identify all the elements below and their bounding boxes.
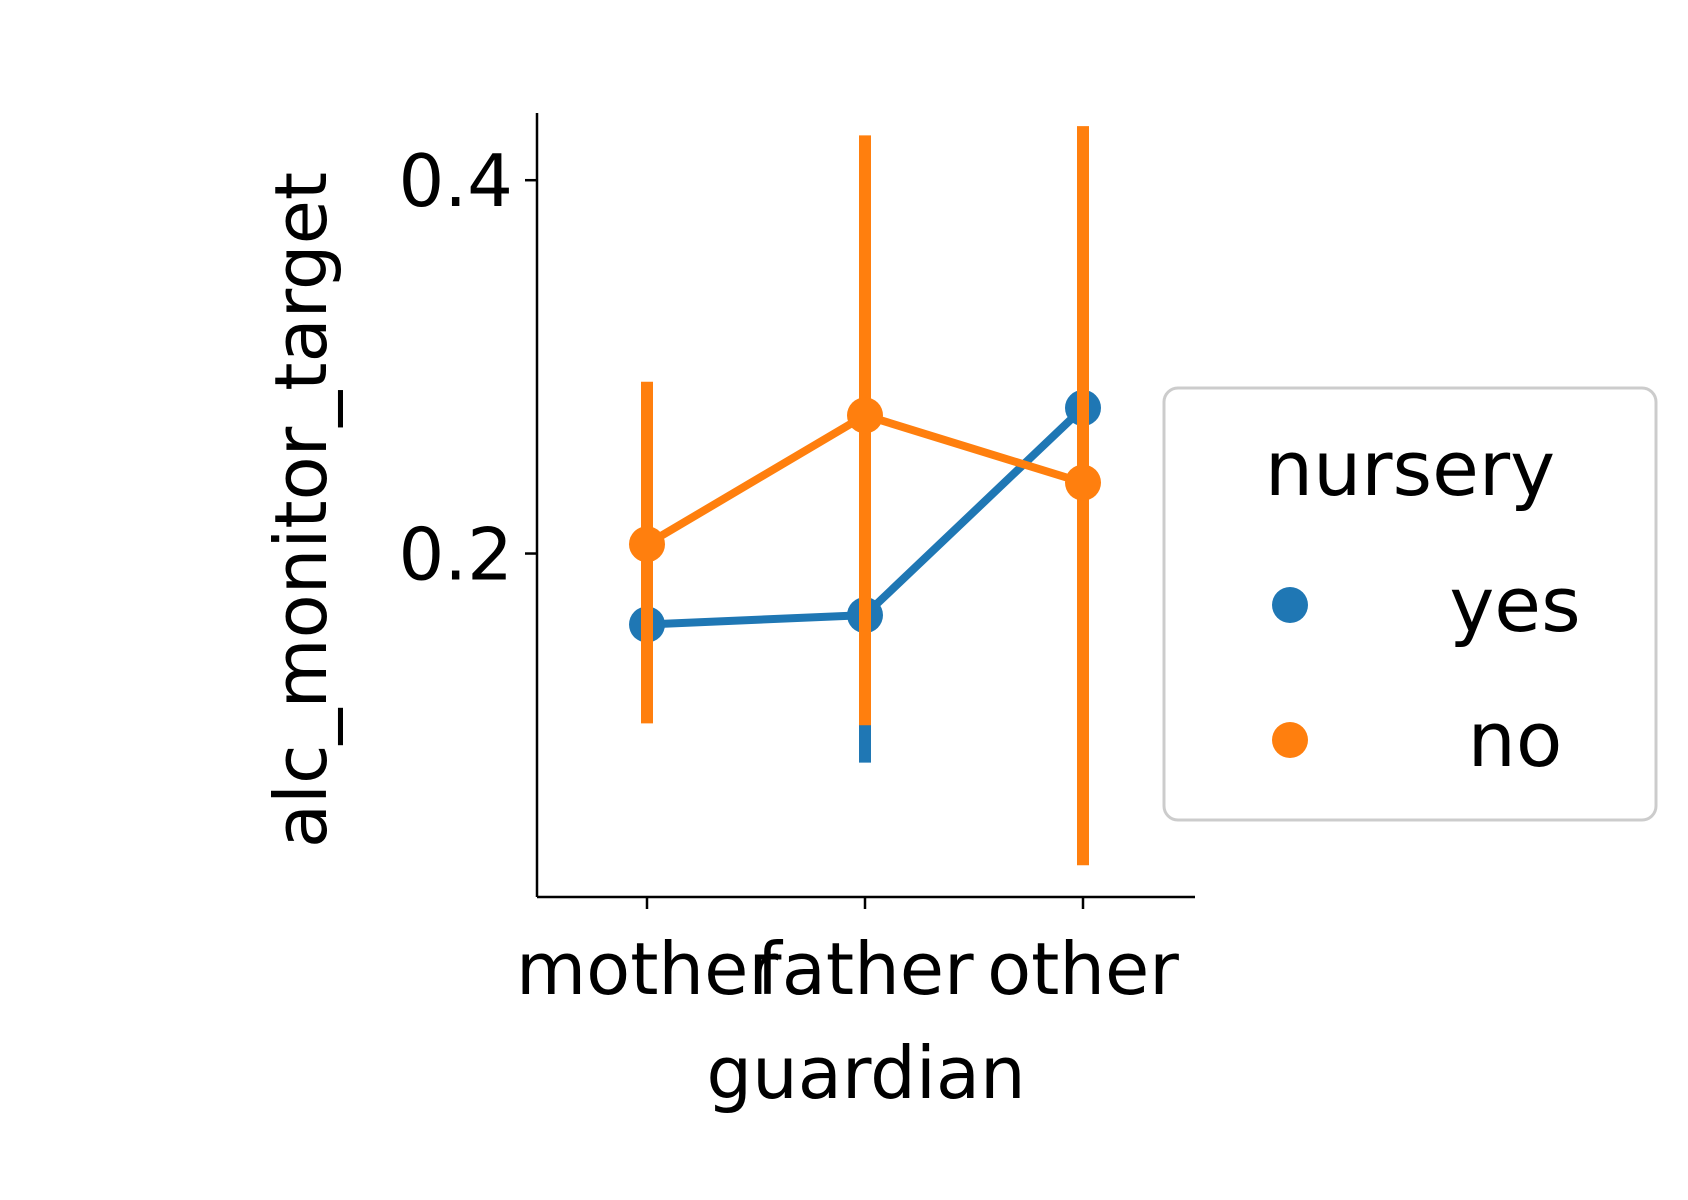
- legend-label: no: [1468, 695, 1563, 784]
- y-tick-label: 0.2: [398, 513, 513, 597]
- x-tick-label-mother: mother: [516, 927, 778, 1011]
- y-axis-label: alc_monitor_target: [259, 172, 343, 848]
- legend-title: nursery: [1265, 424, 1555, 513]
- x-axis-label: guardian: [706, 1031, 1025, 1115]
- x-tick-label-other: other: [987, 927, 1179, 1011]
- y-ticks: 0.2 0.4: [398, 139, 537, 597]
- legend-entries: yes no: [1272, 560, 1581, 784]
- data-point: [1065, 464, 1101, 501]
- legend-frame: [1162, 386, 1658, 822]
- data-point: [847, 397, 883, 434]
- y-tick-label: 0.4: [398, 139, 513, 223]
- legend-marker: [1272, 722, 1308, 758]
- legend: nursery yes no: [1162, 386, 1658, 822]
- legend-label: yes: [1449, 560, 1580, 649]
- legend-marker: [1272, 587, 1308, 623]
- series-layer: [629, 126, 1101, 866]
- legend-entry-no: no: [1272, 695, 1562, 784]
- x-tick-label-father: father: [756, 927, 974, 1011]
- series-no: [629, 126, 1101, 866]
- data-point: [629, 526, 665, 563]
- legend-entry-yes: yes: [1272, 560, 1581, 649]
